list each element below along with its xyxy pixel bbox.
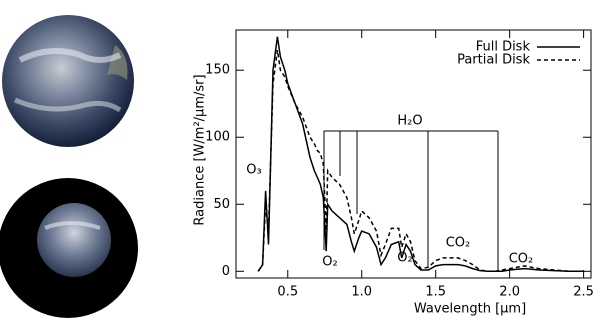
x-tick-label: 2.0 <box>499 285 520 300</box>
x-tick-label: 1.0 <box>351 285 372 300</box>
annotation: O₃ <box>246 163 261 178</box>
annotation: CO₂ <box>446 236 471 251</box>
spectrum-line <box>257 36 584 273</box>
spectrum-line <box>257 49 584 273</box>
annotation: O₂ <box>322 255 337 270</box>
y-axis-label: Radiance [W/m²/μm/sr] <box>193 74 208 225</box>
x-tick-label: 2.5 <box>573 285 594 300</box>
plot-frame <box>235 29 592 279</box>
x-tick-label: 0.5 <box>277 285 298 300</box>
legend-label: Full Disk <box>476 40 531 55</box>
x-tick-label: 1.5 <box>425 285 446 300</box>
annotation: H₂O <box>397 114 422 129</box>
annotation: O₂ <box>397 251 412 266</box>
y-tick-label: 0 <box>222 264 230 279</box>
earth-full-disk <box>2 15 134 147</box>
earth-partial-disk <box>0 178 138 318</box>
legend-label: Partial Disk <box>457 53 530 68</box>
y-tick-label: 150 <box>205 63 230 78</box>
y-tick-label: 50 <box>213 197 230 212</box>
annotation: CO₂ <box>509 252 534 267</box>
x-axis-label: Wavelength [μm] <box>414 302 526 317</box>
y-tick-label: 100 <box>205 130 230 145</box>
